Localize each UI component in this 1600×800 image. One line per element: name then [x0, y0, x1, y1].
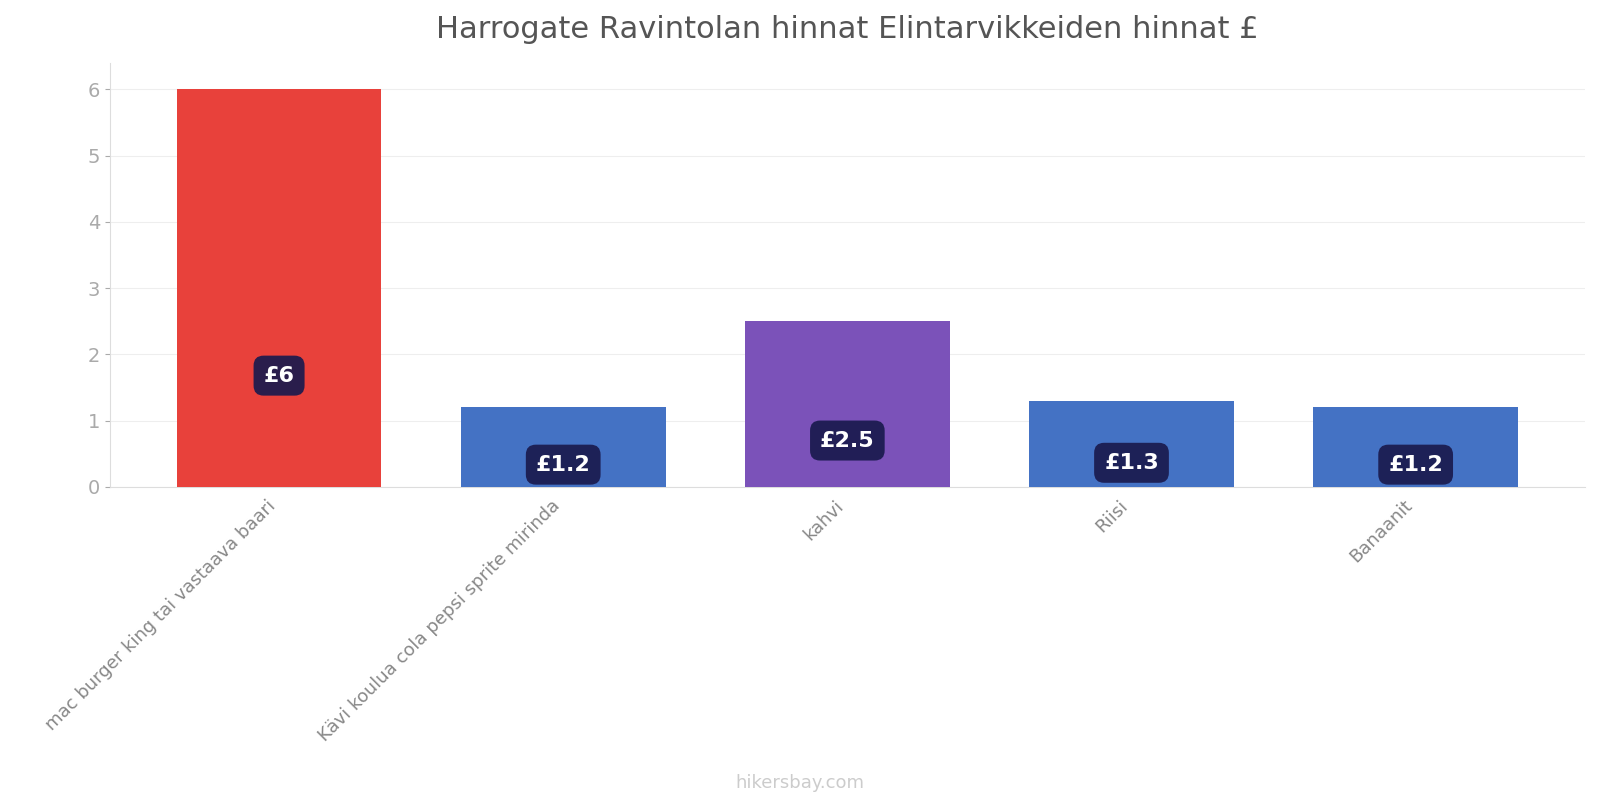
Bar: [461, 407, 666, 487]
Text: £1.2: £1.2: [536, 454, 590, 474]
Bar: [1314, 407, 1518, 487]
Text: £1.2: £1.2: [1389, 454, 1443, 474]
Text: £1.3: £1.3: [1104, 453, 1158, 473]
Bar: [176, 90, 381, 487]
Title: Harrogate Ravintolan hinnat Elintarvikkeiden hinnat £: Harrogate Ravintolan hinnat Elintarvikke…: [437, 15, 1259, 44]
Text: £6: £6: [264, 366, 294, 386]
Bar: [1029, 401, 1234, 487]
Text: £2.5: £2.5: [821, 430, 875, 450]
Text: hikersbay.com: hikersbay.com: [736, 774, 864, 792]
Bar: [746, 322, 950, 487]
